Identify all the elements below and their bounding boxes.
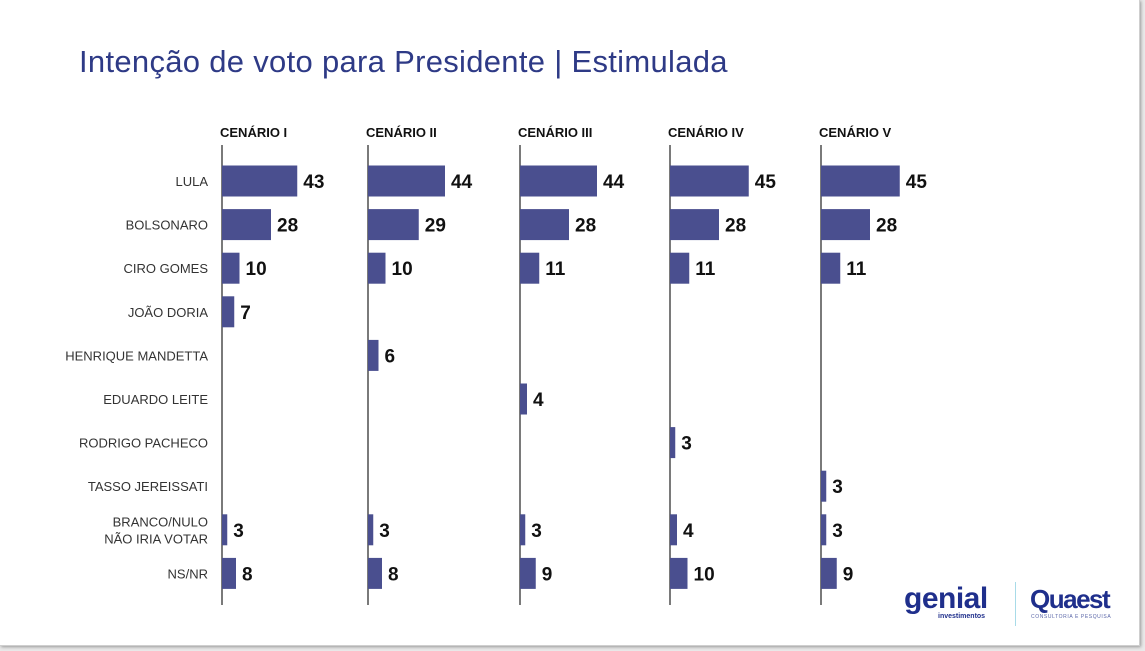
value-label: 7 xyxy=(240,303,251,324)
bar xyxy=(821,165,900,197)
category-label: CIRO GOMES xyxy=(123,261,208,276)
bar xyxy=(520,383,527,415)
scenario-header: CENÁRIO IV xyxy=(668,125,744,140)
bar xyxy=(821,252,841,284)
bar xyxy=(670,427,676,459)
bar xyxy=(821,470,827,502)
value-label: 28 xyxy=(277,216,298,237)
value-label: 3 xyxy=(379,521,390,542)
bar xyxy=(520,165,597,197)
value-label: 3 xyxy=(832,477,843,498)
logos: genial investimentos Quaest CONSULTORIA … xyxy=(900,580,1130,630)
value-label: 11 xyxy=(695,259,716,280)
value-label: 8 xyxy=(388,564,399,585)
bar xyxy=(670,209,719,241)
category-label: BOLSONARO xyxy=(126,218,208,233)
genial-logo-subtitle: investimentos xyxy=(938,613,986,620)
bar xyxy=(520,252,540,284)
bar xyxy=(222,514,228,546)
category-label: HENRIQUE MANDETTA xyxy=(65,348,208,363)
bar xyxy=(670,165,749,197)
bar xyxy=(670,557,688,589)
scenario-header: CENÁRIO I xyxy=(220,125,287,140)
value-label: 10 xyxy=(694,564,715,585)
bar xyxy=(821,514,827,546)
value-label: 9 xyxy=(843,564,854,585)
bar xyxy=(222,165,298,197)
value-label: 3 xyxy=(832,521,843,542)
value-label: 44 xyxy=(451,172,473,193)
page-title: Intenção de voto para Presidente | Estim… xyxy=(79,44,728,79)
bar xyxy=(368,514,374,546)
bar xyxy=(368,557,382,589)
logo-divider xyxy=(1015,582,1016,626)
bar xyxy=(670,514,677,546)
category-label: RODRIGO PACHECO xyxy=(79,436,208,451)
category-label: JOÃO DORIA xyxy=(128,305,209,320)
bar xyxy=(368,339,379,371)
value-label: 3 xyxy=(233,521,244,542)
category-label: BRANCO/NULO NÃO IRIA VOTAR xyxy=(104,514,208,546)
quaest-logo-subtitle: CONSULTORIA E PESQUISA xyxy=(1031,614,1112,620)
quaest-logo: Quaest xyxy=(1030,584,1111,614)
value-label: 28 xyxy=(876,216,897,237)
bar xyxy=(520,514,526,546)
scenario-header: CENÁRIO II xyxy=(366,125,437,140)
bar xyxy=(222,252,240,284)
value-label: 29 xyxy=(425,216,446,237)
category-label: LULA xyxy=(175,174,208,189)
value-label: 28 xyxy=(725,216,746,237)
value-label: 9 xyxy=(542,564,553,585)
genial-logo: genial xyxy=(904,582,988,615)
bar xyxy=(368,165,445,197)
category-label: TASSO JEREISSATI xyxy=(88,479,208,494)
value-label: 43 xyxy=(303,172,324,193)
value-label: 45 xyxy=(906,172,928,193)
value-label: 4 xyxy=(683,521,694,542)
bar xyxy=(520,557,536,589)
value-label: 10 xyxy=(392,259,413,280)
value-label: 11 xyxy=(846,259,867,280)
bar xyxy=(222,557,236,589)
bar xyxy=(520,209,569,241)
value-label: 4 xyxy=(533,390,544,411)
category-label: NS/NR xyxy=(168,566,208,581)
value-label: 3 xyxy=(531,521,542,542)
bar xyxy=(821,209,870,241)
bar xyxy=(222,296,235,328)
scenario-header: CENÁRIO III xyxy=(518,125,592,140)
value-label: 3 xyxy=(681,434,692,455)
value-label: 28 xyxy=(575,216,596,237)
value-label: 11 xyxy=(545,259,566,280)
value-label: 45 xyxy=(755,172,777,193)
value-label: 44 xyxy=(603,172,625,193)
bar xyxy=(821,557,837,589)
value-label: 10 xyxy=(246,259,267,280)
value-label: 8 xyxy=(242,564,253,585)
bar xyxy=(670,252,690,284)
scenario-header: CENÁRIO V xyxy=(819,125,892,140)
bar xyxy=(368,209,419,241)
bar xyxy=(368,252,386,284)
value-label: 6 xyxy=(385,346,396,367)
bar xyxy=(222,209,271,241)
category-label: EDUARDO LEITE xyxy=(103,392,208,407)
